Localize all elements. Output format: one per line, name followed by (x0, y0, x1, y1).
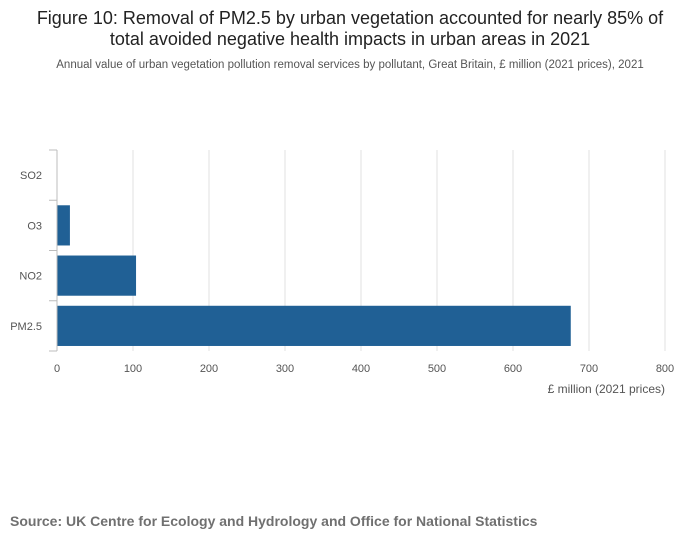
bars (57, 155, 571, 346)
x-tick-label: 600 (504, 363, 522, 375)
x-tick-label: 200 (200, 363, 218, 375)
x-tick-label: 0 (54, 363, 60, 375)
x-tick-label: 300 (276, 363, 294, 375)
axes: 0 100 200 300 400 500 600 700 800 SO2 O3 NO2 PM2.5 (10, 149, 674, 375)
y-category-label: NO2 (19, 271, 42, 283)
x-tick-label: 100 (124, 363, 142, 375)
bar-no2 (57, 255, 137, 296)
source-note: Source: UK Centre for Ecology and Hydrol… (10, 513, 538, 529)
x-axis-title: £ million (2021 prices) (548, 382, 665, 396)
x-tick-label: 800 (656, 363, 674, 375)
y-category-label: PM2.5 (10, 321, 42, 333)
y-category-label: O3 (27, 220, 42, 232)
x-tick-label: 700 (580, 363, 598, 375)
x-tick-label: 500 (428, 363, 446, 375)
bar-o3 (57, 205, 70, 246)
bar-pm2-5 (57, 305, 571, 346)
chart-subtitle: Annual value of urban vegetation polluti… (56, 59, 644, 71)
y-category-label: SO2 (20, 170, 42, 182)
chart-title: Figure 10: Removal of PM2.5 by urban veg… (36, 8, 664, 49)
x-tick-label: 400 (352, 363, 370, 375)
